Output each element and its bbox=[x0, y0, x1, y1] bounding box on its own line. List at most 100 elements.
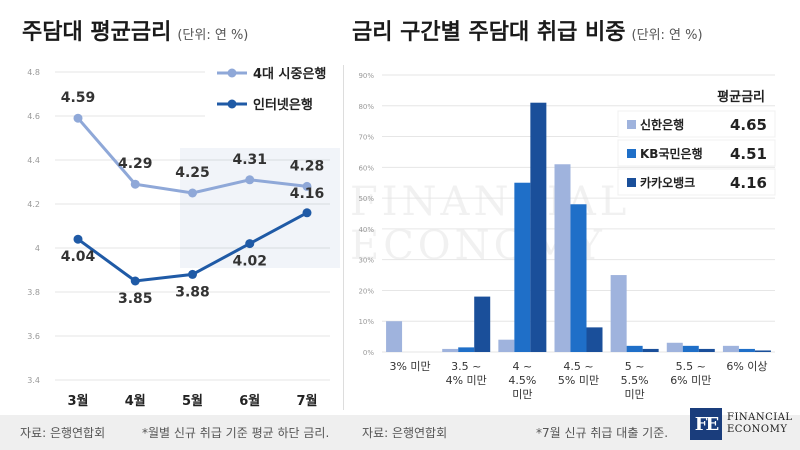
legend-label: 카카오뱅크 bbox=[640, 175, 695, 190]
y-tick-label: 50% bbox=[358, 195, 374, 203]
legend-marker bbox=[227, 99, 237, 109]
watermark-panel bbox=[180, 148, 340, 268]
data-point bbox=[245, 175, 255, 185]
x-tick-label: 6% 이상 bbox=[726, 360, 767, 373]
y-tick-label: 60% bbox=[358, 164, 374, 172]
bar bbox=[474, 296, 491, 352]
bar bbox=[642, 348, 659, 352]
logo-mark: FE bbox=[690, 408, 722, 440]
y-tick-label: 4.4 bbox=[27, 156, 40, 165]
y-tick-label: 80% bbox=[358, 103, 374, 111]
bar bbox=[738, 348, 755, 352]
bar bbox=[530, 102, 547, 352]
x-tick-label: 4월 bbox=[125, 393, 146, 409]
right-note: *7월 신규 취급 대출 기준. bbox=[536, 426, 669, 440]
data-point bbox=[73, 113, 83, 123]
y-tick-label: 3.6 bbox=[27, 332, 40, 341]
bar bbox=[698, 348, 715, 352]
y-tick-label: 0% bbox=[363, 349, 374, 357]
data-point bbox=[302, 181, 312, 191]
bar bbox=[586, 327, 603, 352]
y-tick-label: 3.8 bbox=[27, 288, 40, 297]
chart-divider bbox=[343, 65, 344, 410]
right-source: 자료: 은행연합회 bbox=[362, 426, 448, 440]
legend-label: KB국민은행 bbox=[640, 146, 703, 161]
bar bbox=[554, 164, 571, 352]
legend-title: 평균금리 bbox=[717, 89, 765, 105]
y-tick-label: 4.2 bbox=[27, 200, 40, 209]
x-tick-label: 4 ~ bbox=[512, 360, 532, 373]
bar-chart: 0%10%20%30%40%50%60%70%80%90%3% 미만 3.5 ~4… bbox=[358, 72, 776, 401]
bar bbox=[498, 339, 515, 352]
legend-swatch bbox=[627, 178, 636, 187]
legend-marker bbox=[227, 68, 237, 78]
x-tick-label: 5월 bbox=[182, 393, 203, 409]
data-point bbox=[188, 269, 197, 279]
data-label: 4.31 bbox=[232, 152, 267, 168]
y-tick-label: 20% bbox=[358, 287, 374, 295]
y-tick-label: 90% bbox=[358, 72, 374, 80]
data-point bbox=[130, 179, 140, 189]
y-tick-label: 40% bbox=[358, 226, 374, 234]
line-chart: 3.4 3.6 3.8 4 4.2 4.4 4.6 4.8 3월 4월 5월 6월 7월 4.59 4.29… bbox=[27, 60, 340, 409]
legend-rate: 4.51 bbox=[730, 145, 767, 163]
data-point bbox=[73, 234, 83, 244]
x-tick-label: 3.5 ~ bbox=[451, 360, 481, 373]
legend-label: 4대 시중은행 bbox=[253, 66, 326, 82]
legend-swatch bbox=[627, 149, 636, 158]
left-unit: (단위: 연 %) bbox=[177, 28, 249, 43]
y-tick-label: 4 bbox=[35, 244, 40, 253]
logo-line1: FINANCIAL bbox=[727, 412, 793, 423]
left-note: *월별 신규 취급 기준 평균 하단 금리. bbox=[142, 426, 330, 440]
bar bbox=[754, 350, 771, 352]
x-tick-label: 미만 bbox=[625, 388, 645, 401]
bar bbox=[442, 348, 459, 352]
x-tick-label: 5.5% bbox=[621, 374, 649, 387]
bar bbox=[722, 345, 739, 352]
data-label: 4.02 bbox=[232, 254, 267, 270]
bar bbox=[626, 345, 643, 352]
footer-band bbox=[0, 415, 800, 450]
bar bbox=[570, 204, 587, 352]
x-tick-label: 3% 미만 bbox=[389, 360, 430, 373]
left-source: 자료: 은행연합회 bbox=[20, 426, 106, 440]
data-label: 3.88 bbox=[175, 284, 210, 300]
x-tick-label: 5 ~ bbox=[625, 360, 645, 373]
data-label: 4.16 bbox=[290, 186, 325, 202]
x-tick-label: 5% 미만 bbox=[558, 374, 599, 387]
data-label: 3.85 bbox=[118, 291, 153, 307]
bar bbox=[682, 345, 699, 352]
logo-line2: ECONOMY bbox=[727, 424, 788, 435]
y-tick-label: 70% bbox=[358, 134, 374, 142]
data-point bbox=[130, 276, 140, 286]
legend-swatch bbox=[627, 120, 636, 129]
legend-label: 인터넷은행 bbox=[253, 97, 313, 113]
legend-entry-bg bbox=[617, 168, 776, 196]
data-point bbox=[188, 188, 197, 198]
legend-label: 신한은행 bbox=[640, 117, 684, 132]
bar bbox=[386, 321, 403, 352]
x-tick-label: 4% 미만 bbox=[446, 374, 487, 387]
y-tick-label: 10% bbox=[358, 318, 374, 326]
right-unit: (단위: 연 %) bbox=[631, 28, 703, 43]
data-label: 4.28 bbox=[290, 158, 325, 174]
data-label: 4.29 bbox=[118, 156, 153, 172]
x-tick-label: 7월 bbox=[296, 393, 317, 409]
x-tick-label: 6월 bbox=[239, 393, 260, 409]
legend-entry-bg bbox=[617, 139, 776, 167]
x-tick-label: 3월 bbox=[67, 393, 88, 409]
x-tick-label: 5.5 ~ bbox=[676, 360, 706, 373]
financial-economy-logo: FE FINANCIAL ECONOMY bbox=[690, 408, 793, 440]
legend-rate: 4.16 bbox=[730, 174, 767, 192]
data-label: 4.59 bbox=[61, 90, 96, 106]
data-label: 4.25 bbox=[175, 165, 210, 181]
data-point bbox=[245, 239, 255, 249]
bar bbox=[458, 347, 475, 352]
y-tick-label: 30% bbox=[358, 257, 374, 265]
y-tick-label: 4.6 bbox=[27, 112, 40, 121]
bar bbox=[514, 182, 531, 352]
x-tick-label: 6% 미만 bbox=[670, 374, 711, 387]
left-chart-title: 주담대 평균금리 (단위: 연 %) bbox=[22, 20, 249, 45]
y-tick-label: 3.4 bbox=[27, 376, 40, 385]
data-point bbox=[302, 208, 312, 218]
